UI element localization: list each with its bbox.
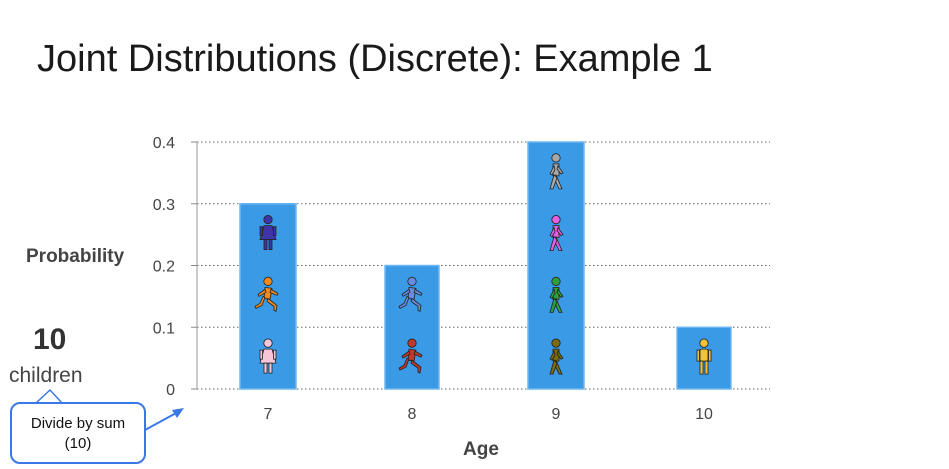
- walking-person-icon: [549, 276, 564, 313]
- running-person-icon: [254, 276, 279, 312]
- x-tick-label: 8: [408, 406, 417, 423]
- y-tick-label: 0.3: [153, 197, 175, 214]
- callout-arrow: [144, 411, 179, 431]
- walking-person-icon: [549, 153, 564, 190]
- callout-text-line1: Divide by sum: [30, 415, 126, 432]
- x-tick-label: 10: [695, 406, 713, 423]
- y-tick-label: 0.4: [153, 135, 175, 152]
- walking-person-icon: [549, 338, 564, 375]
- y-tick-label: 0.2: [153, 259, 175, 276]
- x-tick-label: 9: [552, 406, 561, 423]
- y-tick-label: 0.1: [153, 320, 175, 337]
- x-tick-label: 7: [264, 406, 273, 423]
- children-count-label: children: [9, 364, 83, 387]
- walking-person-icon: [549, 215, 564, 252]
- y-tick-label: 0: [166, 382, 175, 399]
- slide-title: Joint Distributions (Discrete): Example …: [37, 38, 713, 80]
- female-person-icon: [259, 215, 277, 251]
- callout-pointer: [35, 388, 63, 404]
- arrow-head-icon: [172, 408, 184, 418]
- callout-text-line2: (10): [64, 435, 92, 452]
- x-axis-label: Age: [463, 439, 499, 460]
- bar-age-8: [384, 264, 440, 390]
- divide-by-sum-callout: Divide by sum (10): [10, 402, 146, 464]
- running-person-icon: [398, 276, 423, 312]
- y-axis-label: Probability: [26, 246, 125, 267]
- running-person-icon: [398, 338, 423, 374]
- female-person-icon: [259, 338, 277, 374]
- standing-person-icon: [696, 338, 712, 375]
- children-count: 10: [33, 323, 67, 356]
